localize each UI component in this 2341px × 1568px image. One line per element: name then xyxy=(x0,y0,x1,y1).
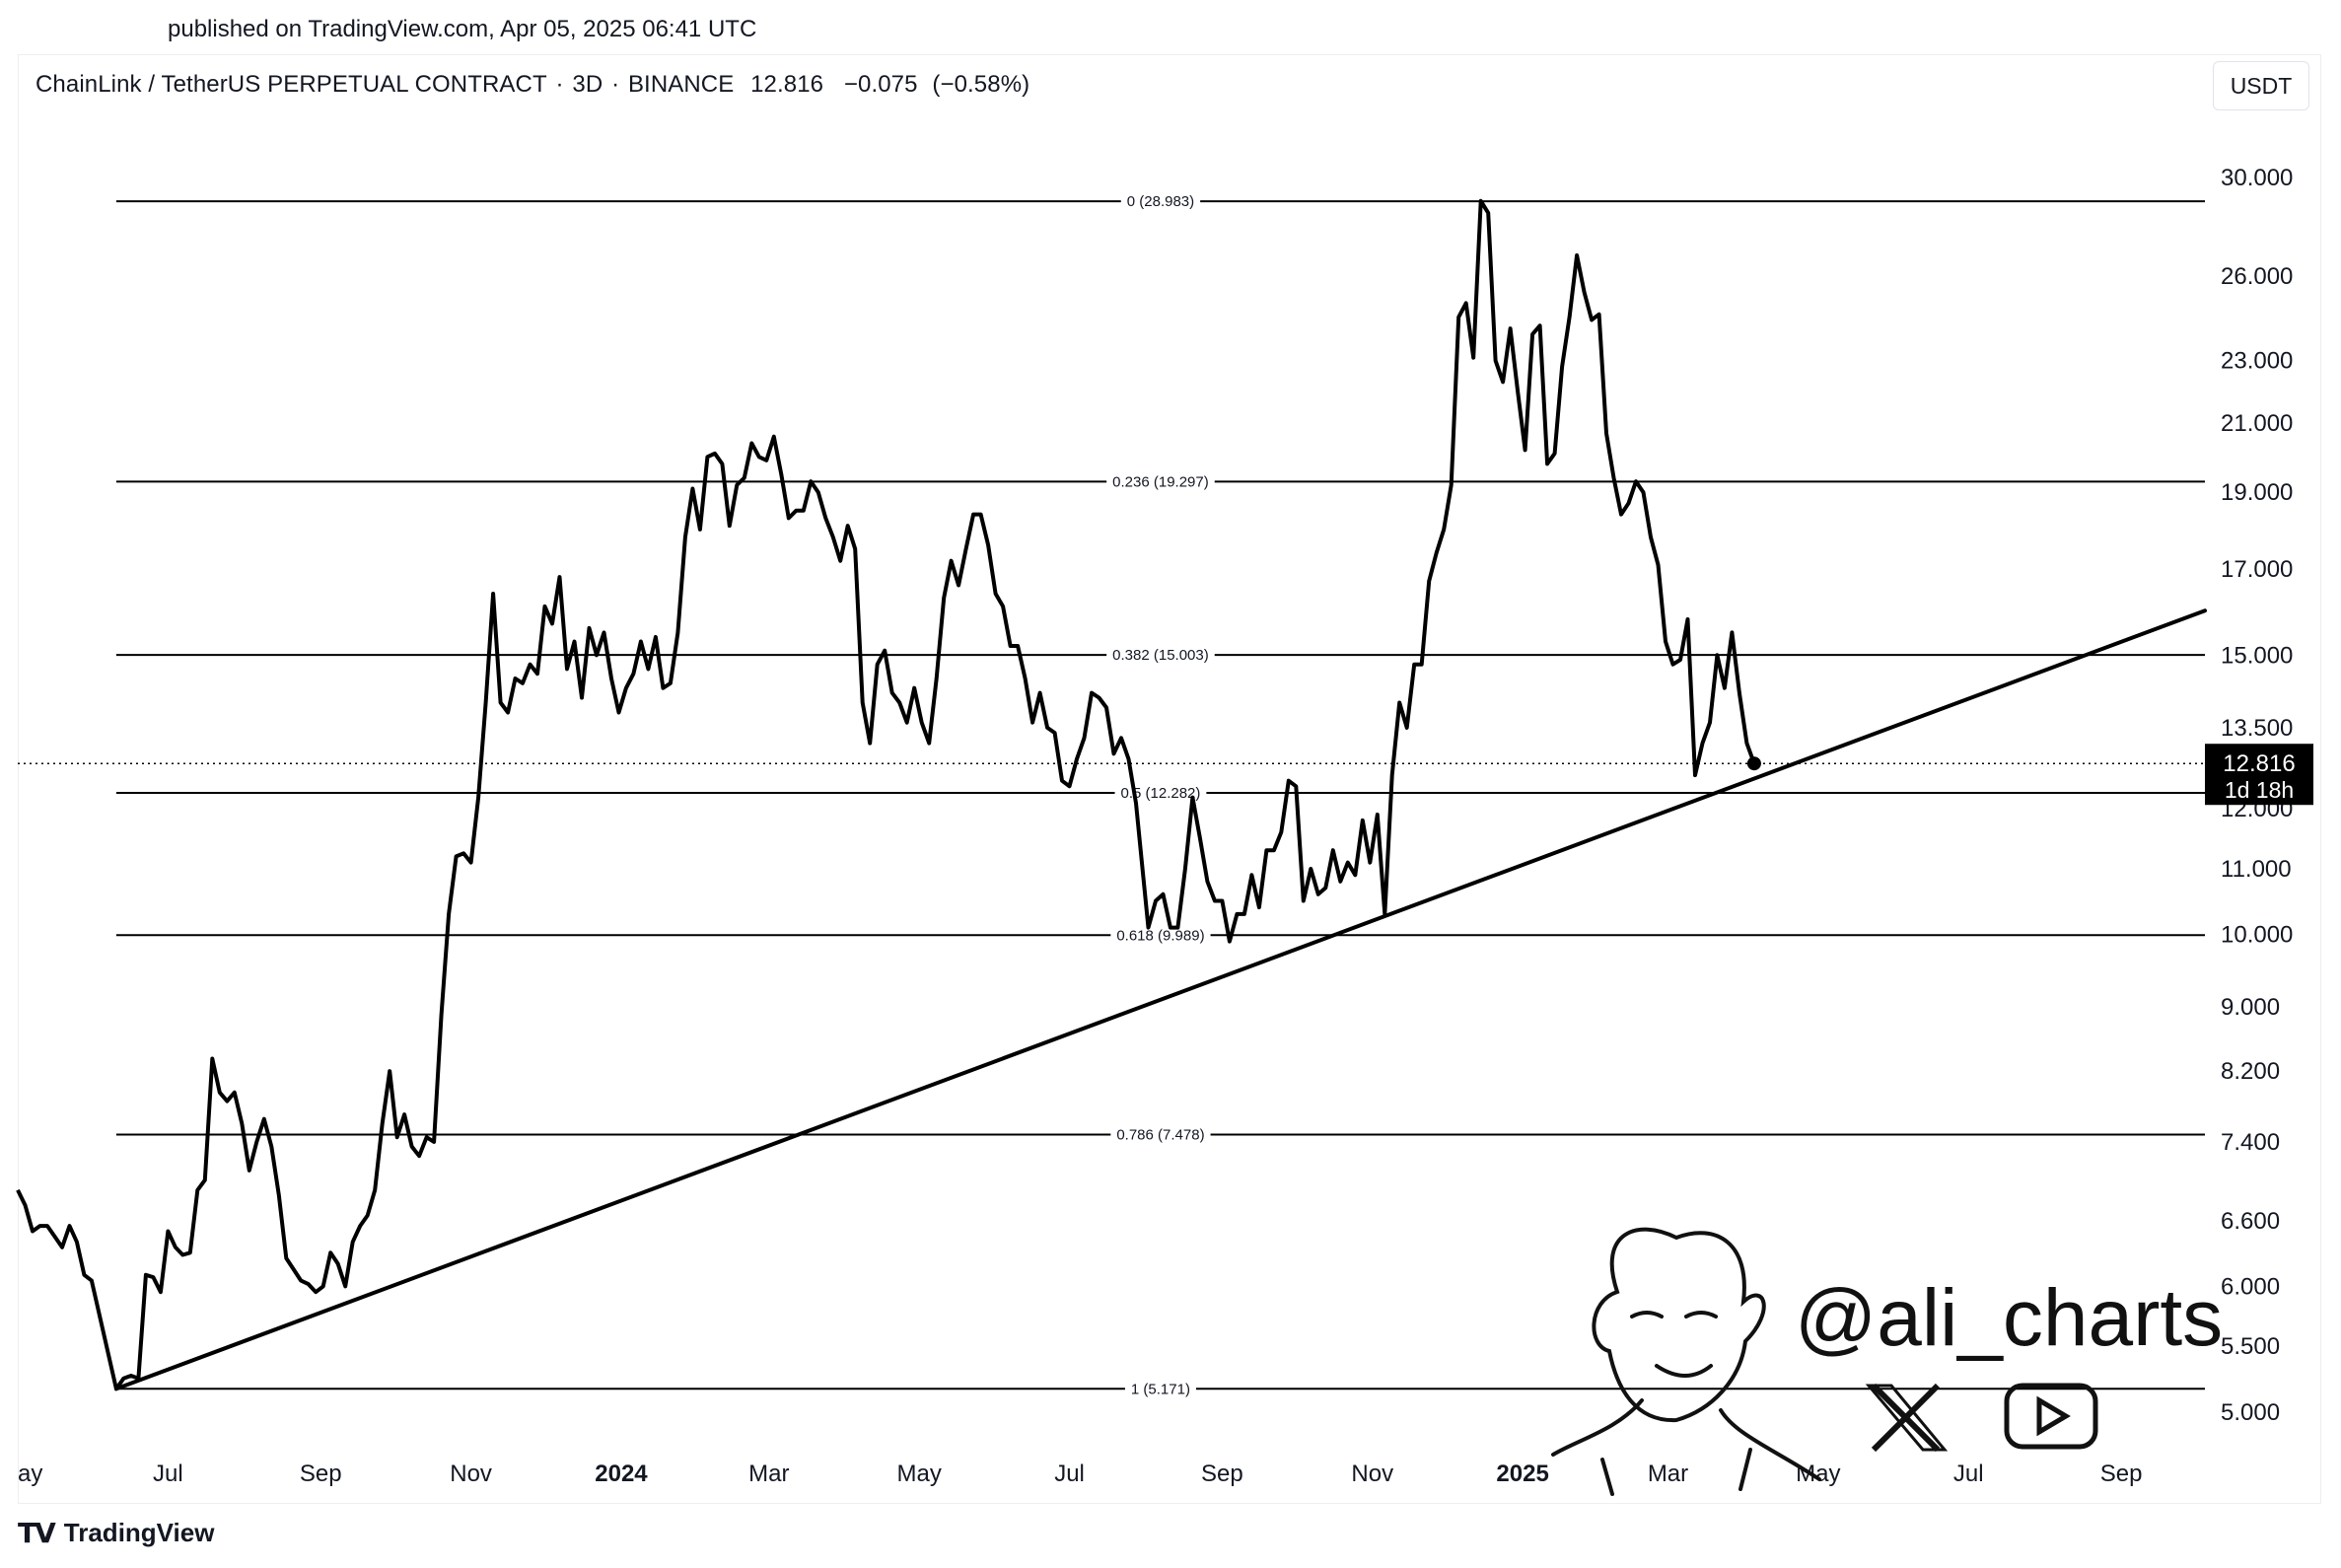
last-price-dot xyxy=(1746,756,1761,771)
published-caption: published on TradingView.com, Apr 05, 20… xyxy=(168,16,757,42)
price-axis-tick-label: 6.000 xyxy=(2221,1273,2280,1300)
fib-level-label: 0.382 (15.003) xyxy=(1112,647,1209,664)
header-change: −0.075 xyxy=(843,71,918,98)
tradingview-logo-icon: TV xyxy=(18,1517,56,1549)
price-line xyxy=(16,198,1756,1391)
exchange-label: BINANCE xyxy=(627,71,735,98)
time-axis-tick-label: Sep xyxy=(1201,1461,1243,1487)
header-price: 12.816 xyxy=(750,71,824,98)
time-axis-tick-label: May xyxy=(897,1461,942,1487)
fib-label-background xyxy=(1124,1379,1196,1399)
time-axis-tick-label: Mar xyxy=(748,1461,789,1487)
price-axis-tick-label: 13.500 xyxy=(2221,715,2293,742)
time-axis-tick-label: Sep xyxy=(2100,1461,2143,1487)
fib-level-label: 0.618 (9.989) xyxy=(1116,927,1204,944)
fib-label-background xyxy=(1110,1124,1211,1145)
fib-label-background xyxy=(1114,782,1207,803)
header-separator: · xyxy=(555,71,564,98)
fib-label-background xyxy=(1106,645,1215,666)
time-axis-tick-label: ay xyxy=(18,1461,42,1487)
fibonacci-retracement: 0 (28.983) 0.236 (19.297) 0.382 (15.003) 0.… xyxy=(115,191,2205,1399)
price-axis-tick-label: 5.000 xyxy=(2221,1399,2280,1426)
time-axis-tick-label: Jul xyxy=(1953,1461,1984,1487)
fib-label-background xyxy=(1120,191,1201,212)
price-axis-tick-label: 19.000 xyxy=(2221,479,2293,506)
price-axis-tick-label: 30.000 xyxy=(2221,165,2293,191)
fib-level-label: 0.236 (19.297) xyxy=(1112,473,1209,490)
header-separator: · xyxy=(611,71,620,98)
time-axis-tick-label: Nov xyxy=(450,1461,492,1487)
price-axis-tick-label: 23.000 xyxy=(2221,348,2293,375)
avatar-sketch xyxy=(1551,1227,1821,1496)
footer-brand: TradingView xyxy=(63,1518,215,1547)
trendline xyxy=(113,608,2207,1391)
ascending-trendline xyxy=(113,608,2207,1391)
x-logo-icon xyxy=(1865,1383,1949,1453)
fib-label-background xyxy=(1110,925,1211,946)
time-axis-tick-label: Mar xyxy=(1648,1461,1688,1487)
time-axis-tick-label: Jul xyxy=(1054,1461,1085,1487)
price-axis-tick-label: 10.000 xyxy=(2221,922,2293,949)
time-axis-tick-label: Nov xyxy=(1351,1461,1393,1487)
fib-level-label: 0.786 (7.478) xyxy=(1116,1127,1204,1144)
fib-label-background xyxy=(1106,471,1215,492)
header-change-pct: (−0.58%) xyxy=(932,71,1030,98)
price-axis-tick-label: 15.000 xyxy=(2221,642,2293,669)
interval-label[interactable]: 3D xyxy=(572,71,603,98)
footer-logo[interactable]: TV TradingView xyxy=(18,1517,214,1549)
time-axis-tick-label: 2025 xyxy=(1496,1461,1548,1487)
currency-button[interactable]: USDT xyxy=(2213,61,2309,110)
youtube-icon xyxy=(2004,1383,2098,1450)
fib-level-label: 0.5 (12.282) xyxy=(1121,785,1201,802)
price-axis-tick-label: 26.000 xyxy=(2221,263,2293,290)
price-axis-tick-label: 9.000 xyxy=(2221,994,2280,1021)
last-price-value: 12.816 xyxy=(2223,750,2295,777)
price-axis-tick-label: 6.600 xyxy=(2221,1208,2280,1235)
time-axis-tick-label: May xyxy=(1796,1461,1840,1487)
price-series xyxy=(16,198,1756,1391)
price-axis-tick-label: 8.200 xyxy=(2221,1058,2280,1085)
price-axis-tick-label: 5.500 xyxy=(2221,1333,2280,1360)
chart-frame xyxy=(18,54,2321,1504)
price-axis-tick-label: 7.400 xyxy=(2221,1129,2280,1156)
time-axis-tick-label: 2024 xyxy=(595,1461,648,1487)
time-axis[interactable]: ay Jul Sep Nov 2024 Mar May Jul Sep Nov 2025 Mar May… xyxy=(18,1461,2142,1487)
price-axis-tick-label: 11.000 xyxy=(2221,856,2292,883)
watermark-handle: @ali_charts xyxy=(1795,1273,2224,1363)
symbol-name[interactable]: ChainLink / TetherUS PERPETUAL CONTRACT xyxy=(35,71,547,98)
bar-countdown: 1d 18h xyxy=(2225,777,2294,803)
time-axis-tick-label: Sep xyxy=(300,1461,342,1487)
last-price-tag xyxy=(2205,744,2313,806)
price-axis-tick-label: 21.000 xyxy=(2221,410,2293,437)
price-axis[interactable]: 30.000 26.000 23.000 21.000 19.000 17.000 15.0… xyxy=(2221,165,2293,1426)
fib-level-label: 0 (28.983) xyxy=(1127,193,1194,210)
symbol-header: ChainLink / TetherUS PERPETUAL CONTRACT … xyxy=(35,71,1031,99)
price-axis-tick-label: 17.000 xyxy=(2221,556,2293,583)
fib-level-label: 1 (5.171) xyxy=(1131,1381,1190,1397)
time-axis-tick-label: Jul xyxy=(153,1461,183,1487)
